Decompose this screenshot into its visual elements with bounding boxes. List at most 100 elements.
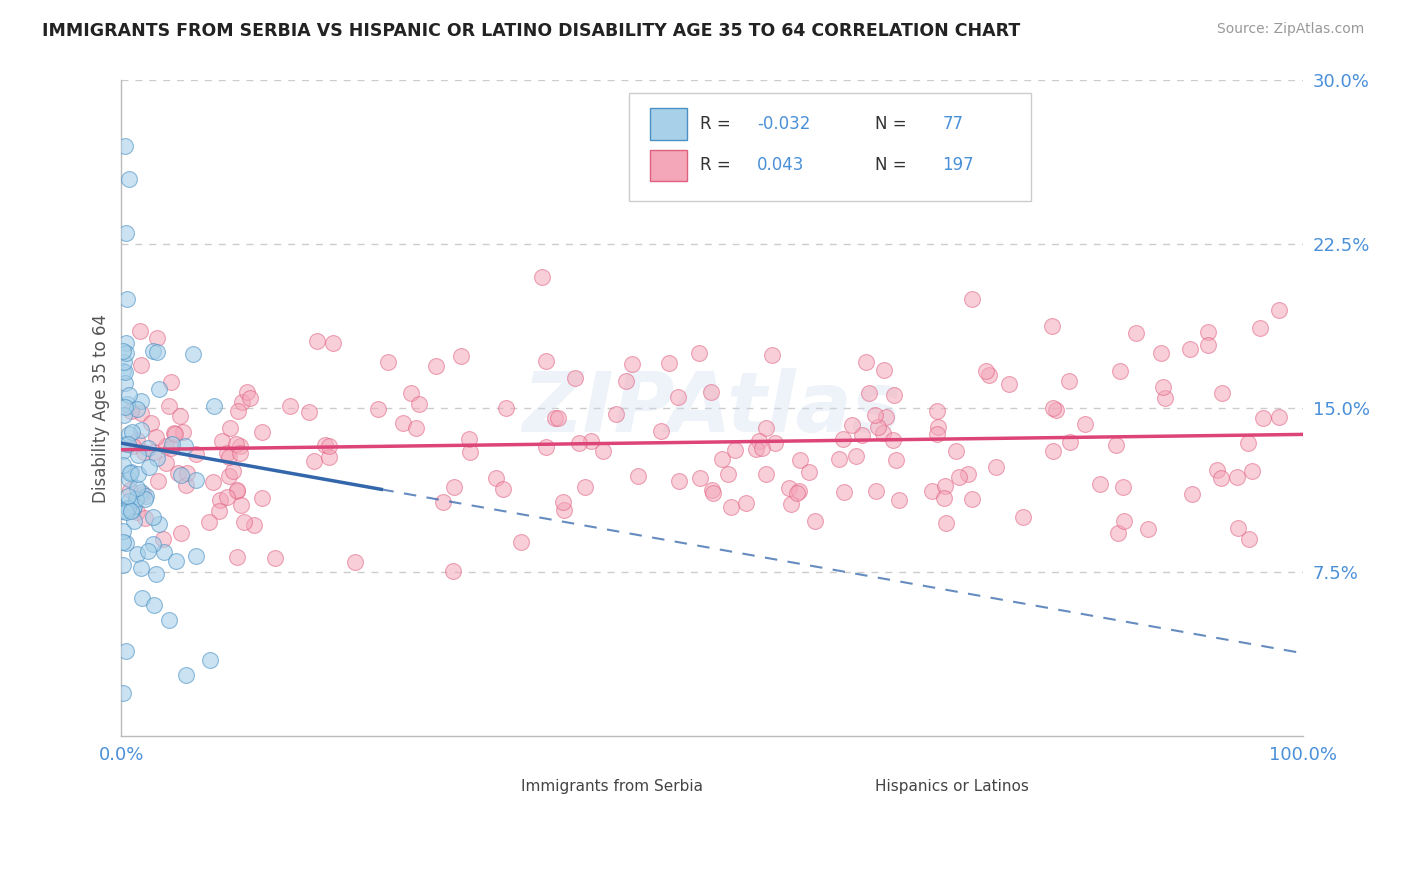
Point <box>650 424 672 438</box>
Point <box>211 434 233 449</box>
Point <box>425 359 447 373</box>
Point <box>165 554 187 568</box>
Point <box>945 444 967 458</box>
Point <box>935 516 957 530</box>
Point <box>443 480 465 494</box>
Point <box>181 347 204 361</box>
Point <box>845 449 868 463</box>
Point <box>169 409 191 423</box>
Point <box>1268 410 1291 425</box>
Point <box>114 502 136 516</box>
Point <box>118 494 141 508</box>
Point <box>115 397 138 411</box>
Point <box>222 464 245 478</box>
Point <box>408 397 430 411</box>
Point <box>145 430 167 444</box>
Text: IMMIGRANTS FROM SERBIA VS HISPANIC OR LATINO DISABILITY AGE 35 TO 64 CORRELATION: IMMIGRANTS FROM SERBIA VS HISPANIC OR LA… <box>42 22 1021 40</box>
Point <box>114 335 136 350</box>
Point <box>112 458 135 472</box>
Point <box>215 490 238 504</box>
Point <box>118 472 141 486</box>
Point <box>233 516 256 530</box>
Point <box>120 504 142 518</box>
Point <box>125 505 148 519</box>
Point <box>314 438 336 452</box>
Point <box>668 474 690 488</box>
Text: -0.032: -0.032 <box>756 115 810 133</box>
Point <box>131 591 153 605</box>
Point <box>304 454 326 468</box>
Point <box>927 404 949 418</box>
Point <box>118 427 141 442</box>
Point <box>172 425 194 439</box>
Point <box>948 470 970 484</box>
Text: Hispanics or Latinos: Hispanics or Latinos <box>875 780 1029 795</box>
Point <box>851 428 873 442</box>
Text: N =: N = <box>875 156 912 174</box>
Point <box>239 392 262 406</box>
Point <box>115 345 138 359</box>
Point <box>163 425 186 440</box>
Point <box>142 445 165 459</box>
Point <box>700 385 723 400</box>
Point <box>218 421 240 435</box>
Point <box>125 481 148 495</box>
Point <box>564 370 586 384</box>
Point <box>136 544 159 558</box>
Point <box>495 401 517 415</box>
Point <box>702 483 724 497</box>
Point <box>1237 532 1260 546</box>
Point <box>184 447 207 461</box>
Point <box>115 536 138 550</box>
Point <box>1154 391 1177 405</box>
Point <box>318 439 340 453</box>
Point <box>174 477 197 491</box>
Point <box>138 460 160 475</box>
Point <box>984 460 1007 475</box>
Text: 197: 197 <box>942 156 974 174</box>
Point <box>1236 436 1258 450</box>
Point <box>553 495 575 509</box>
Point <box>201 475 224 490</box>
Point <box>218 450 240 464</box>
Point <box>568 435 591 450</box>
Point <box>1197 338 1219 352</box>
Point <box>208 504 231 518</box>
Point <box>748 434 770 449</box>
Point <box>231 498 253 512</box>
Point <box>998 377 1021 392</box>
Point <box>960 292 983 306</box>
Point <box>614 374 637 388</box>
Point <box>763 435 786 450</box>
Point <box>134 510 156 524</box>
Point <box>117 501 139 516</box>
Point <box>530 269 553 284</box>
Point <box>152 532 174 546</box>
Point <box>458 444 481 458</box>
Point <box>1137 522 1160 536</box>
Point <box>264 551 287 566</box>
Point <box>828 452 851 467</box>
Point <box>225 483 247 498</box>
Point <box>778 481 800 495</box>
Point <box>125 401 148 416</box>
Point <box>131 423 153 437</box>
Point <box>755 467 778 482</box>
Text: 0.043: 0.043 <box>756 156 804 174</box>
Point <box>131 358 153 372</box>
Point <box>921 483 943 498</box>
FancyBboxPatch shape <box>475 775 512 800</box>
Point <box>142 343 165 358</box>
FancyBboxPatch shape <box>650 108 688 140</box>
Point <box>125 492 148 507</box>
Point <box>127 547 149 561</box>
Point <box>956 467 979 482</box>
Point <box>873 363 896 377</box>
Text: R =: R = <box>700 115 737 133</box>
Point <box>553 503 575 517</box>
FancyBboxPatch shape <box>831 775 866 800</box>
Point <box>1205 463 1227 477</box>
Point <box>226 404 249 418</box>
Point <box>724 443 747 458</box>
Point <box>162 436 184 450</box>
